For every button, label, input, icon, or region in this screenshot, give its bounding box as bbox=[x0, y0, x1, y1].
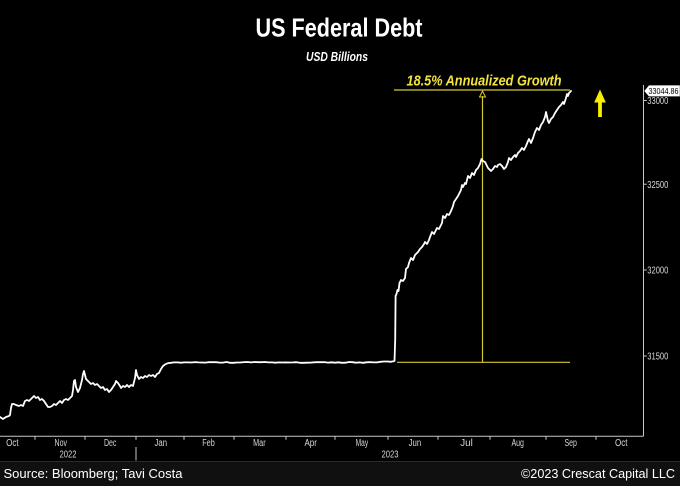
svg-text:Feb: Feb bbox=[202, 438, 215, 449]
svg-text:Oct: Oct bbox=[6, 438, 19, 449]
svg-text:2022: 2022 bbox=[60, 449, 77, 460]
svg-text:Mar: Mar bbox=[253, 438, 266, 449]
svg-text:33044.86: 33044.86 bbox=[649, 86, 679, 96]
svg-text:Aug: Aug bbox=[511, 438, 524, 449]
svg-text:31500: 31500 bbox=[647, 352, 668, 363]
svg-text:Nov: Nov bbox=[55, 438, 68, 449]
svg-text:Apr: Apr bbox=[304, 438, 317, 449]
svg-text:Dec: Dec bbox=[104, 438, 117, 449]
svg-text:33000: 33000 bbox=[647, 96, 668, 107]
svg-text:©2023 Crescat Capital LLC: ©2023 Crescat Capital LLC bbox=[521, 466, 675, 481]
svg-text:USD Billions: USD Billions bbox=[306, 49, 368, 64]
svg-text:2023: 2023 bbox=[382, 449, 399, 460]
svg-text:Jun: Jun bbox=[409, 438, 422, 449]
svg-text:Sep: Sep bbox=[564, 438, 577, 449]
svg-text:May: May bbox=[356, 438, 369, 449]
svg-text:32500: 32500 bbox=[647, 180, 668, 191]
svg-text:Jan: Jan bbox=[155, 438, 168, 449]
svg-text:Jul: Jul bbox=[460, 438, 473, 449]
svg-text:32000: 32000 bbox=[647, 266, 668, 277]
svg-text:Oct: Oct bbox=[615, 438, 628, 449]
svg-text:US Federal Debt: US Federal Debt bbox=[256, 13, 423, 43]
svg-text:Source: Bloomberg; Tavi Costa: Source: Bloomberg; Tavi Costa bbox=[4, 466, 184, 481]
svg-text:18.5% Annualized Growth: 18.5% Annualized Growth bbox=[407, 73, 562, 90]
